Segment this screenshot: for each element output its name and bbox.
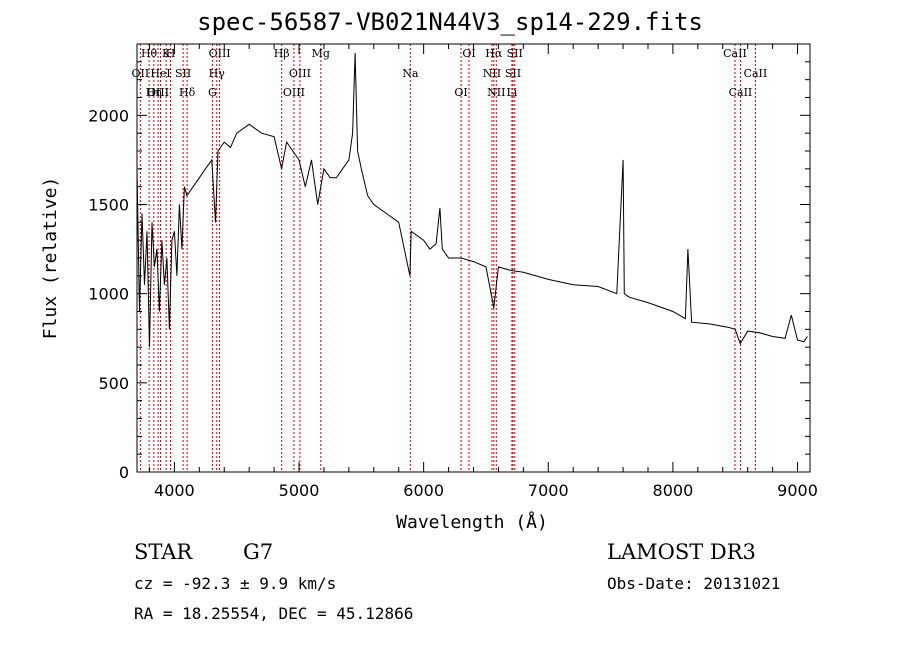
line-label: Na xyxy=(402,67,419,80)
line-label: CaII xyxy=(723,47,747,60)
coordinates: RA = 18.25554, DEC = 45.12866 xyxy=(134,604,414,623)
y-tick-label: 1000 xyxy=(88,285,129,304)
line-label: OI xyxy=(462,47,475,60)
line-label: OIII xyxy=(289,67,311,80)
line-label: Li xyxy=(506,86,517,99)
line-label: NII xyxy=(487,86,505,99)
y-tick-label: 0 xyxy=(119,463,129,482)
object-class: STAR xyxy=(134,540,193,564)
line-label: G xyxy=(208,86,217,99)
y-tick-label: 500 xyxy=(98,374,129,393)
axis-ticks: 4000 5000 6000 7000 8000 9000 0 500 1000 1500 2000 xyxy=(88,44,818,500)
line-label: CaII xyxy=(744,67,768,80)
y-tick-label: 2000 xyxy=(88,106,129,125)
line-label: SII xyxy=(507,47,523,60)
line-label: Hδ xyxy=(179,86,196,99)
chart-title: spec-56587-VB021N44V3_sp14-229.fits xyxy=(197,8,703,36)
spectrum-series xyxy=(136,52,808,348)
redshift-info: cz = -92.3 ± 9.9 km/s xyxy=(134,574,337,593)
line-label: K xyxy=(162,47,171,60)
y-axis-label: Flux (relative) xyxy=(40,177,61,340)
line-label: SII xyxy=(175,67,191,80)
line-label: NII xyxy=(483,67,501,80)
spectrum-line xyxy=(136,52,808,348)
x-tick-label: 5000 xyxy=(279,481,320,500)
line-label: Hη xyxy=(146,86,162,99)
line-label: OIII xyxy=(147,86,169,99)
line-label: OIII xyxy=(283,86,305,99)
line-label: OII xyxy=(132,67,150,80)
x-tick-label: 6000 xyxy=(403,481,444,500)
x-tick-label: 7000 xyxy=(528,481,569,500)
spectral-lines xyxy=(139,44,756,472)
line-label: OI xyxy=(454,86,467,99)
object-subclass: G7 xyxy=(243,540,274,564)
line-label: Hθ xyxy=(141,47,158,60)
line-label: Hγ xyxy=(209,67,226,80)
survey-name: LAMOST DR3 xyxy=(607,540,756,564)
line-label: H xyxy=(166,47,176,60)
line-label: HeI xyxy=(150,67,170,80)
plot-frame xyxy=(136,43,811,473)
x-tick-label: 9000 xyxy=(777,481,818,500)
line-label: Hα xyxy=(485,47,503,60)
observation-date: Obs-Date: 20131021 xyxy=(607,574,781,593)
line-label: CaII xyxy=(729,86,753,99)
x-tick-label: 8000 xyxy=(653,481,694,500)
line-label: Mg xyxy=(312,47,330,60)
line-label: SII xyxy=(505,67,521,80)
x-tick-label: 4000 xyxy=(154,481,195,500)
x-axis-label: Wavelength (Å) xyxy=(396,511,548,533)
line-label: OIII xyxy=(209,47,231,60)
line-label: Hβ xyxy=(274,47,290,60)
line-labels: HθOIIOIIIKHeIHηHSIIHδOIIIHγGHβOIIIOIIIMg… xyxy=(132,47,768,99)
y-tick-label: 1500 xyxy=(88,196,129,215)
